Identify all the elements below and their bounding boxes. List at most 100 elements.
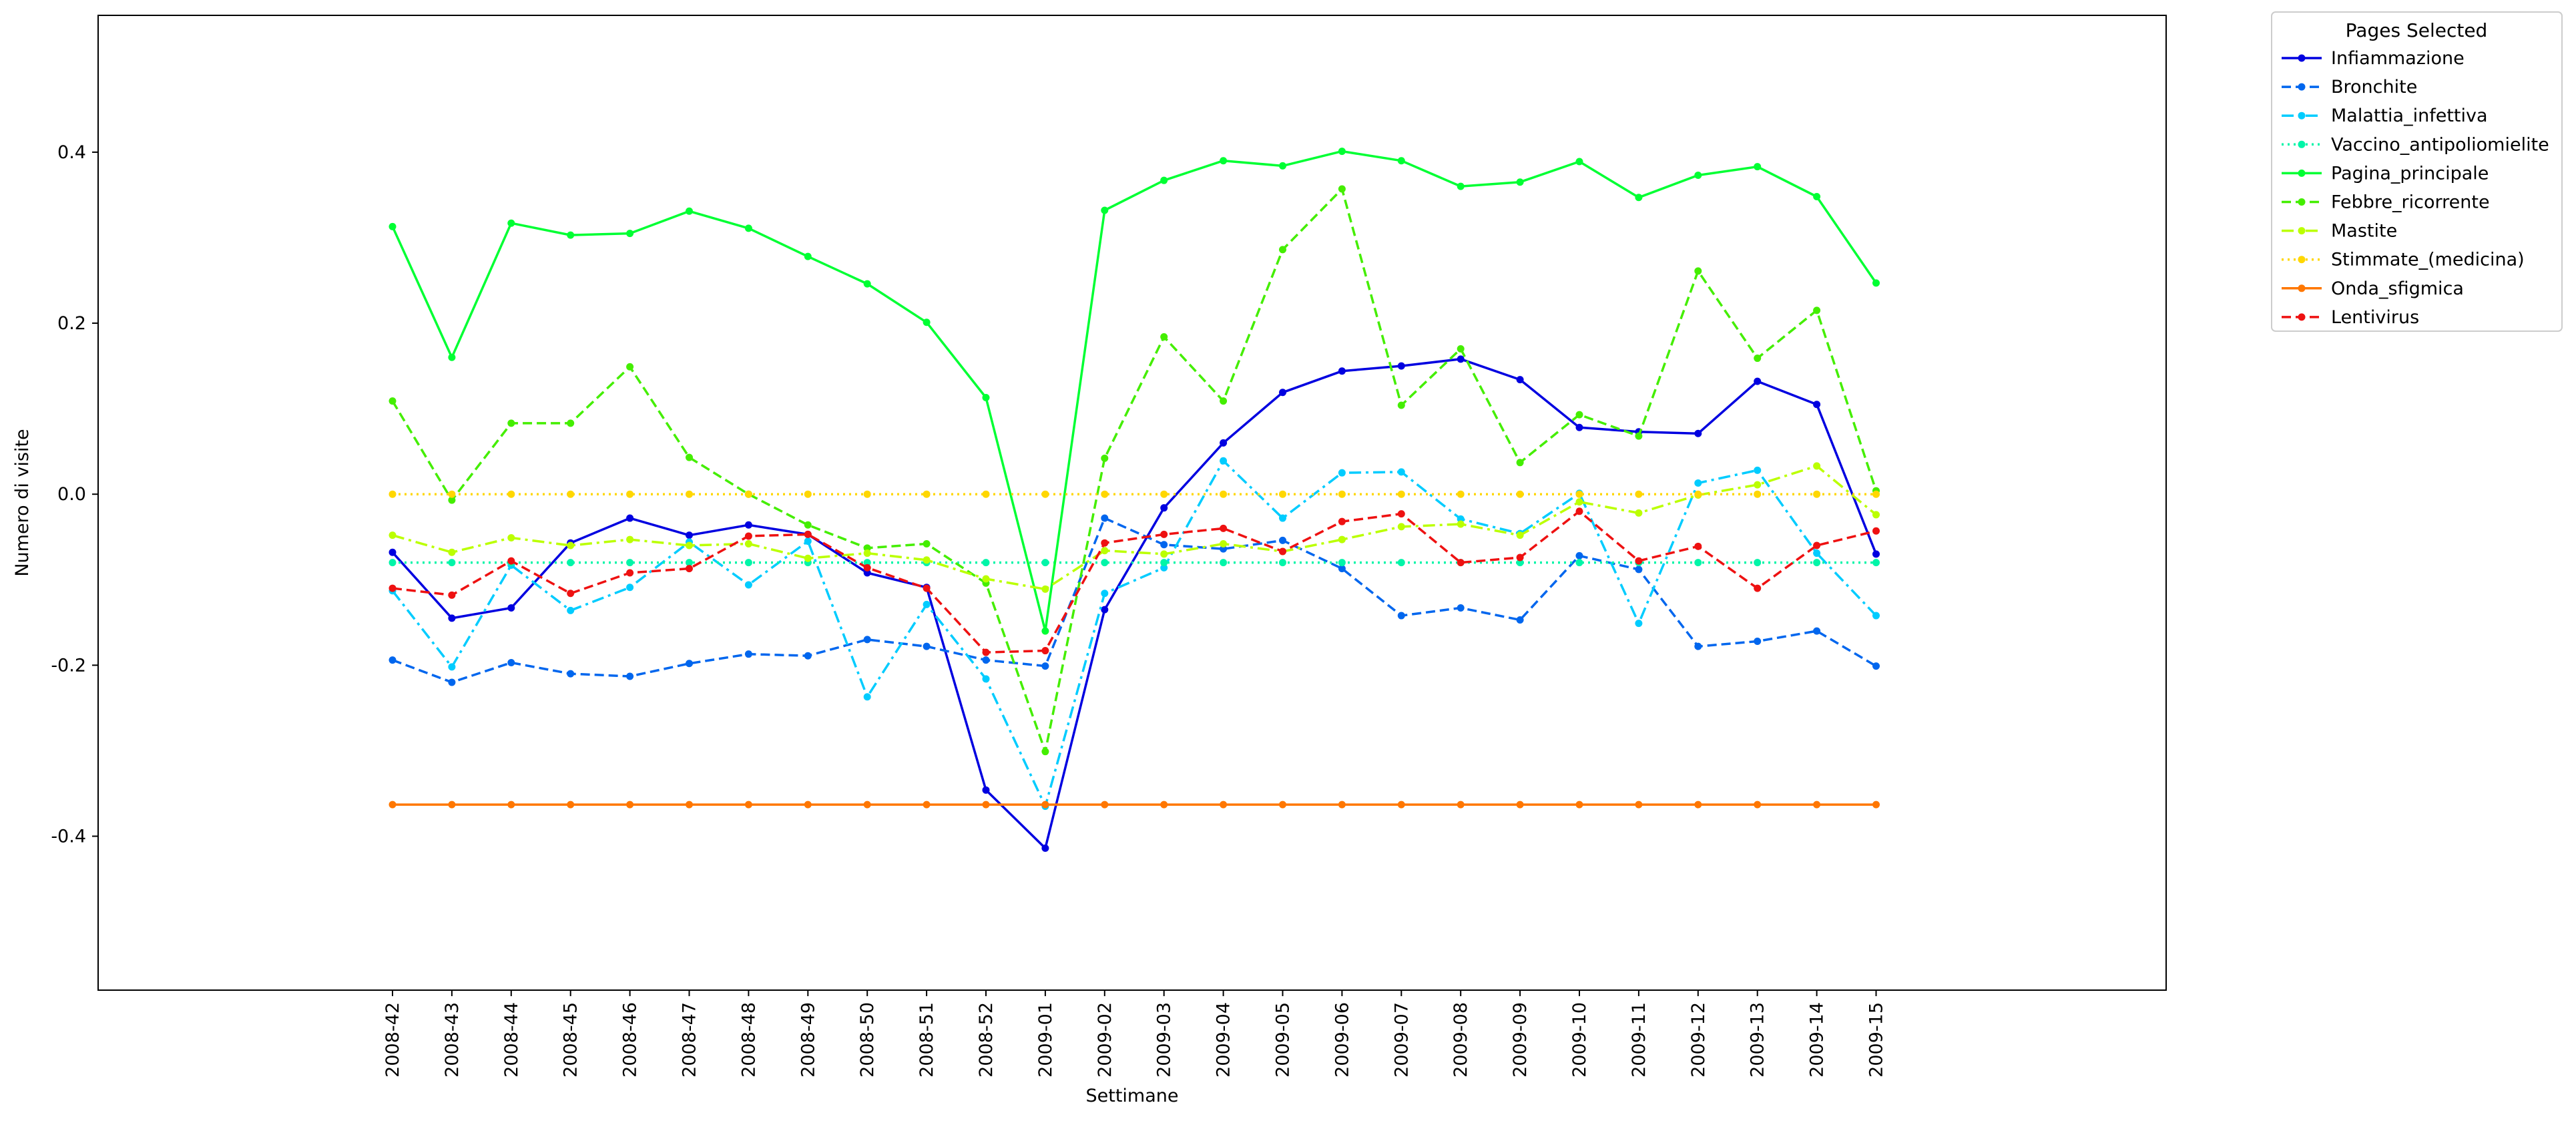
data-point [448, 614, 456, 622]
data-point [1872, 527, 1880, 535]
data-point [686, 531, 693, 539]
data-point [1813, 401, 1821, 409]
data-point [1457, 801, 1465, 809]
data-point [923, 584, 931, 592]
series-line [391, 358, 1878, 850]
x-tick-label: 2008-52 [976, 1002, 997, 1078]
legend-label: Vaccino_antipoliomielite [2331, 134, 2549, 155]
series-infiammazione [389, 355, 1880, 852]
data-point [804, 490, 812, 498]
data-point [744, 532, 752, 540]
data-point [1279, 801, 1286, 809]
x-tick-label: 2009-14 [1807, 1002, 1828, 1078]
data-point [389, 531, 397, 539]
x-axis: 2008-42 2008-43 2008-44 2008-45 2008-46 2008-… [382, 990, 1887, 1078]
legend-label: Bronchite [2331, 77, 2417, 97]
legend-marker [2298, 169, 2306, 177]
data-point [1575, 498, 1583, 506]
data-point [804, 252, 812, 260]
legend-label: Lentivirus [2331, 307, 2419, 328]
data-point [1220, 457, 1228, 465]
data-point [626, 672, 634, 680]
series-malattia-infettiva [389, 457, 1880, 811]
data-point [863, 564, 871, 572]
series-line [391, 188, 1878, 753]
legend-entry: Vaccino_antipoliomielite [2282, 134, 2549, 155]
y-tick-label: -0.2 [51, 655, 86, 676]
data-point [923, 318, 931, 326]
y-axis: -0.4 -0.2 0.0 0.2 0.4 [51, 142, 98, 847]
x-tick-label: 2009-11 [1629, 1002, 1649, 1078]
data-point [1160, 801, 1168, 809]
data-point [1813, 462, 1821, 470]
data-point [507, 801, 515, 809]
series-line [392, 465, 1877, 591]
data-point [804, 530, 812, 538]
data-point [686, 490, 693, 498]
data-point [1635, 490, 1643, 498]
data-point [1279, 389, 1286, 397]
series-layer [389, 148, 1880, 852]
data-point [1279, 514, 1286, 522]
data-point [1813, 801, 1821, 809]
data-point [626, 363, 634, 371]
legend-title: Pages Selected [2346, 19, 2488, 41]
legend-entry: Onda_sfigmica [2282, 278, 2464, 299]
data-point [567, 801, 575, 809]
data-point [863, 280, 871, 288]
data-point [626, 535, 634, 543]
data-point [567, 419, 575, 427]
data-point [1397, 490, 1405, 498]
data-point [1101, 606, 1109, 614]
legend-entry: Bronchite [2282, 77, 2417, 97]
data-point [923, 801, 931, 809]
x-tick-label: 2009-15 [1866, 1002, 1887, 1078]
data-point [1397, 523, 1405, 531]
series-line [392, 517, 1877, 684]
data-point [1813, 306, 1821, 314]
legend-entry: Pagina_principale [2282, 163, 2489, 184]
data-point [982, 656, 990, 664]
x-tick-label: 2009-08 [1451, 1002, 1471, 1078]
data-point [1694, 267, 1702, 275]
y-tick-label: 0.0 [57, 484, 86, 505]
data-point [626, 559, 634, 567]
x-tick-label: 2009-07 [1391, 1002, 1412, 1078]
data-point [1338, 565, 1346, 573]
data-point [923, 490, 931, 498]
data-point [1101, 547, 1109, 555]
data-point [1397, 612, 1405, 620]
x-tick-label: 2009-13 [1748, 1002, 1768, 1078]
data-point [448, 559, 456, 567]
legend-label: Infiammazione [2331, 48, 2465, 69]
data-point [626, 230, 634, 238]
data-point [1457, 182, 1465, 190]
data-point [1101, 539, 1109, 547]
data-point [389, 548, 397, 556]
data-point [1457, 520, 1465, 528]
data-point [804, 801, 812, 809]
legend-label: Stimmate_(medicina) [2331, 250, 2525, 270]
data-point [1338, 148, 1346, 156]
data-point [1457, 355, 1465, 363]
x-tick-label: 2009-09 [1510, 1002, 1531, 1078]
series-line [391, 150, 1877, 632]
y-tick-label: -0.4 [51, 826, 86, 847]
legend-entry: Malattia_infettiva [2282, 105, 2488, 126]
data-point [804, 521, 812, 529]
data-point [1041, 490, 1049, 498]
data-point [1397, 468, 1405, 476]
data-point [1160, 504, 1168, 512]
data-point [507, 557, 515, 565]
data-point [567, 231, 575, 239]
series-line [392, 510, 1876, 654]
data-point [1101, 559, 1109, 567]
data-point [863, 549, 871, 557]
data-point [923, 600, 931, 608]
data-point [982, 559, 990, 567]
data-point [863, 801, 871, 809]
data-point [1575, 559, 1583, 567]
data-point [1516, 376, 1524, 384]
x-tick-label: 2009-02 [1095, 1002, 1115, 1078]
